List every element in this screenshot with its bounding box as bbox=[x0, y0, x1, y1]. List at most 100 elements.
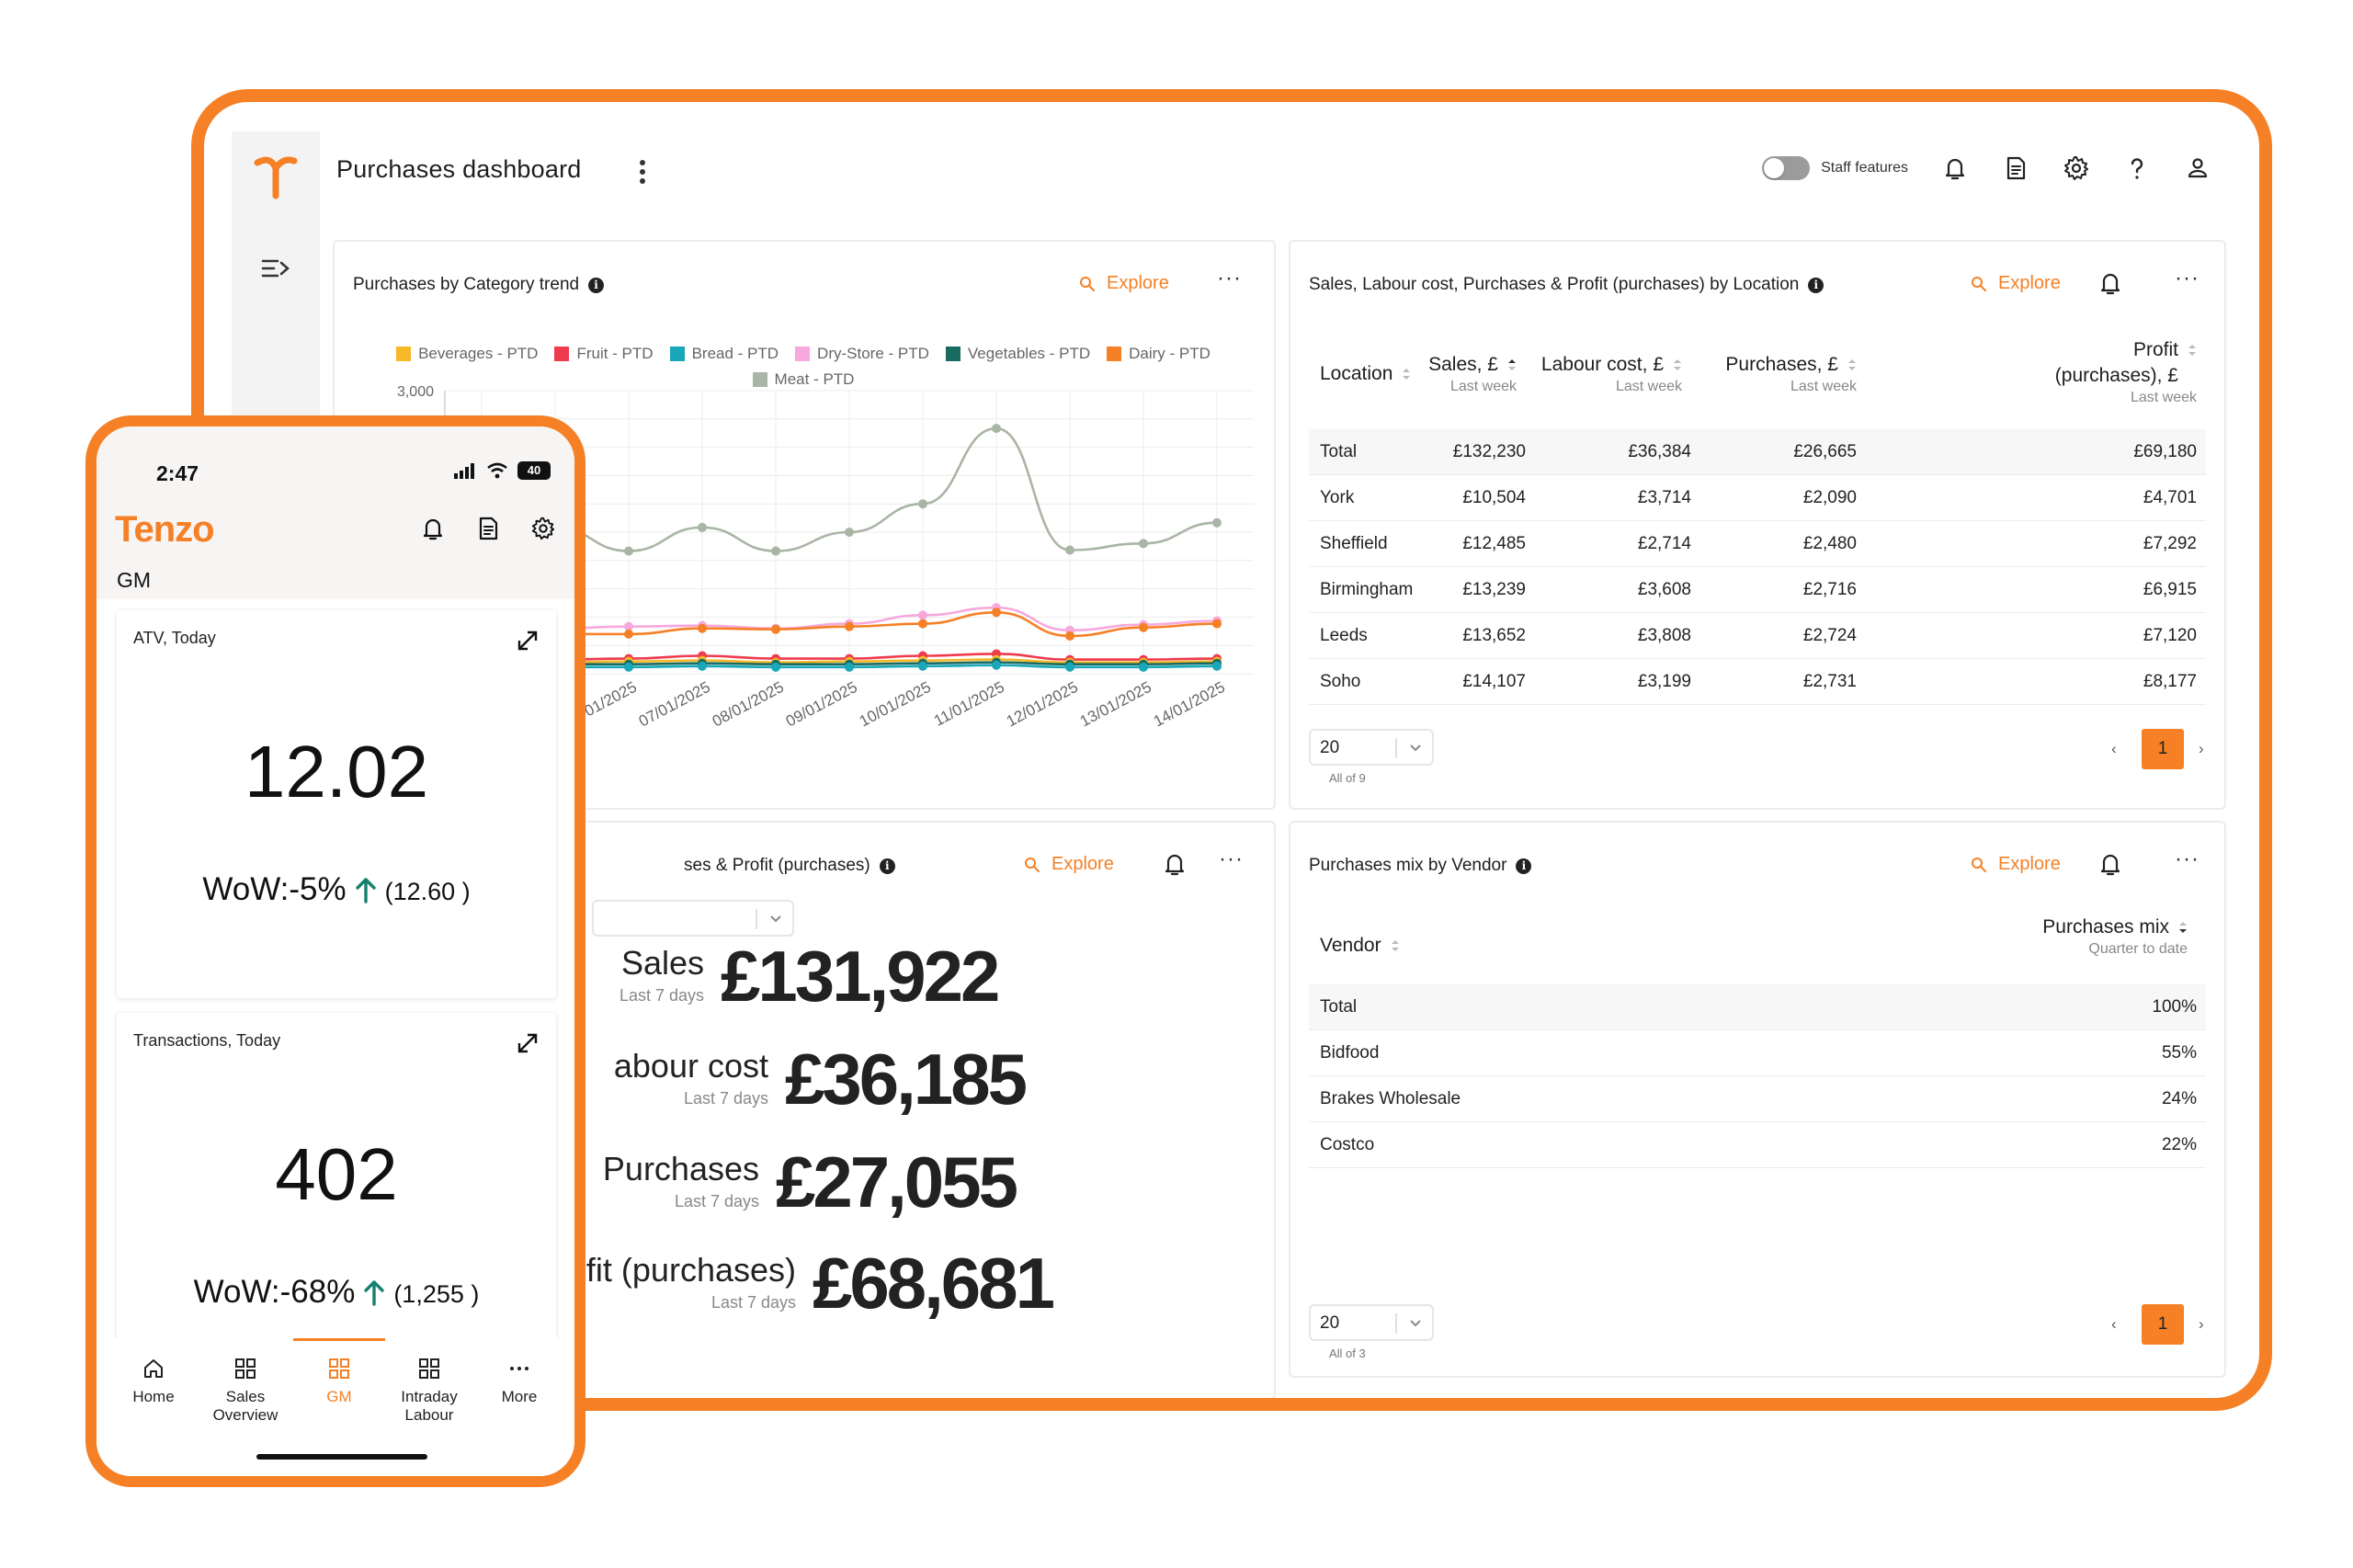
data-point bbox=[698, 661, 707, 671]
tenzo-logo-icon[interactable] bbox=[248, 148, 303, 203]
chevron-down-icon bbox=[770, 915, 781, 923]
explore-button[interactable]: Explore bbox=[1971, 273, 2061, 294]
legend-item[interactable]: Dry-Store - PTD bbox=[795, 345, 929, 363]
page-button-current[interactable]: 1 bbox=[2142, 729, 2184, 769]
card-more-icon[interactable]: ··· bbox=[1217, 266, 1242, 290]
nav-label: Intraday bbox=[401, 1388, 458, 1405]
table-cell: £4,701 bbox=[2143, 488, 2197, 507]
data-point bbox=[918, 661, 927, 671]
table-total-row[interactable]: Total 100% bbox=[1309, 984, 2206, 1030]
card-more-icon[interactable]: ··· bbox=[2175, 266, 2200, 290]
data-point bbox=[698, 623, 707, 633]
kpi-title-text: ses & Profit (purchases) bbox=[684, 856, 870, 875]
expand-icon[interactable] bbox=[516, 1031, 540, 1055]
data-point bbox=[1065, 631, 1074, 641]
nav-more[interactable]: More bbox=[473, 1357, 565, 1406]
legend-item[interactable]: Bread - PTD bbox=[669, 345, 779, 363]
info-icon[interactable]: i bbox=[1808, 277, 1824, 293]
bell-icon[interactable] bbox=[1941, 154, 1969, 182]
sort-icon[interactable] bbox=[1673, 358, 1682, 372]
info-icon[interactable]: i bbox=[588, 277, 605, 293]
expand-menu-icon[interactable] bbox=[259, 255, 292, 282]
x-tick-label: 08/01/2025 bbox=[710, 678, 787, 731]
table-row[interactable]: Bidfood 55% bbox=[1309, 1030, 2206, 1076]
atv-card[interactable]: ATV, Today 12.02 WoW:-5% (12.60 ) bbox=[117, 610, 556, 998]
page-menu-icon[interactable] bbox=[638, 159, 647, 185]
col-header-location[interactable]: Location bbox=[1320, 361, 1411, 387]
table-row[interactable]: Sheffield £12,485 £2,714 £2,480 £7,292 bbox=[1309, 521, 2206, 567]
card-more-icon[interactable]: ··· bbox=[1219, 846, 1244, 871]
sort-icon[interactable] bbox=[1507, 358, 1517, 372]
sort-icon[interactable] bbox=[2188, 343, 2197, 358]
col-header-labour[interactable]: Labour cost, £ Last week bbox=[1541, 352, 1682, 396]
sort-icon[interactable] bbox=[1391, 938, 1400, 953]
document-icon[interactable] bbox=[2002, 154, 2029, 182]
nav-gm[interactable]: GM bbox=[293, 1357, 385, 1406]
table-row[interactable]: Birmingham £13,239 £3,608 £2,716 £6,915 bbox=[1309, 567, 2206, 613]
table-row[interactable]: York £10,504 £3,714 £2,090 £4,701 bbox=[1309, 475, 2206, 521]
explore-button[interactable]: Explore bbox=[1971, 854, 2061, 875]
next-page-button[interactable]: › bbox=[2199, 740, 2204, 757]
table-cell: Costco bbox=[1320, 1135, 1375, 1154]
col-header-sub: Quarter to date bbox=[2088, 941, 2188, 957]
nav-home[interactable]: Home bbox=[108, 1357, 199, 1406]
table-row[interactable]: Soho £14,107 £3,199 £2,731 £8,177 bbox=[1309, 659, 2206, 705]
sort-icon[interactable] bbox=[2178, 920, 2188, 935]
expand-icon[interactable] bbox=[516, 629, 540, 653]
page-button-current[interactable]: 1 bbox=[2142, 1304, 2184, 1345]
explore-button[interactable]: Explore bbox=[1024, 854, 1114, 875]
col-header-vendor[interactable]: Vendor bbox=[1320, 933, 1400, 959]
card-more-icon[interactable]: ··· bbox=[2175, 846, 2200, 871]
legend-item[interactable]: Meat - PTD bbox=[752, 370, 854, 389]
period-select[interactable] bbox=[592, 900, 794, 937]
table-cell: £2,731 bbox=[1802, 672, 1857, 691]
table-row[interactable]: Brakes Wholesale 24% bbox=[1309, 1076, 2206, 1122]
bell-icon[interactable] bbox=[420, 515, 446, 542]
nav-sales-overview[interactable]: Sales Overview bbox=[199, 1357, 291, 1425]
staff-features-toggle[interactable] bbox=[1762, 156, 1811, 180]
info-icon[interactable]: i bbox=[879, 858, 895, 874]
nav-label: More bbox=[501, 1388, 538, 1405]
sort-icon[interactable] bbox=[1847, 358, 1857, 372]
home-indicator bbox=[256, 1454, 427, 1460]
info-icon[interactable]: i bbox=[1516, 858, 1532, 874]
transactions-wow-text: WoW:-68% bbox=[193, 1274, 356, 1310]
explore-button[interactable]: Explore bbox=[1079, 273, 1169, 294]
legend-item[interactable]: Fruit - PTD bbox=[554, 345, 654, 363]
data-point bbox=[845, 621, 854, 631]
prev-page-button[interactable]: ‹ bbox=[2111, 740, 2117, 757]
table-cell: £69,180 bbox=[2133, 442, 2197, 461]
help-icon[interactable] bbox=[2123, 154, 2151, 182]
data-point bbox=[624, 629, 633, 639]
prev-page-button[interactable]: ‹ bbox=[2111, 1315, 2117, 1333]
page-size-select[interactable]: 20 bbox=[1309, 729, 1434, 766]
alert-bell-icon[interactable] bbox=[1162, 850, 1188, 878]
col-header-purchases[interactable]: Purchases, £ Last week bbox=[1725, 352, 1857, 396]
user-account-icon[interactable] bbox=[2184, 154, 2211, 182]
col-header-sales[interactable]: Sales, £ Last week bbox=[1428, 352, 1517, 396]
settings-gear-icon[interactable] bbox=[2063, 154, 2090, 182]
transactions-card[interactable]: Transactions, Today 402 WoW:-68% (1,255 … bbox=[117, 1013, 556, 1381]
settings-gear-icon[interactable] bbox=[530, 515, 556, 542]
table-cell: £14,107 bbox=[1462, 672, 1526, 691]
nav-intraday-labour[interactable]: Intraday Labour bbox=[383, 1357, 475, 1425]
legend-item[interactable]: Beverages - PTD bbox=[396, 345, 538, 363]
wifi-icon bbox=[487, 462, 507, 479]
alert-bell-icon[interactable] bbox=[2097, 269, 2123, 297]
table-total-row[interactable]: Total £132,230 £36,384 £26,665 £69,180 bbox=[1309, 429, 2206, 475]
col-header-profit[interactable]: Profit (purchases), £ Last week bbox=[2055, 337, 2197, 407]
table-row[interactable]: Costco 22% bbox=[1309, 1122, 2206, 1168]
legend-item[interactable]: Dairy - PTD bbox=[1107, 345, 1211, 363]
table-row[interactable]: Leeds £13,652 £3,808 £2,724 £7,120 bbox=[1309, 613, 2206, 659]
sort-icon[interactable] bbox=[1402, 367, 1411, 381]
legend-item[interactable]: Vegetables - PTD bbox=[945, 345, 1090, 363]
col-header-purchases-mix[interactable]: Purchases mix Quarter to date bbox=[2042, 915, 2188, 959]
alert-bell-icon[interactable] bbox=[2097, 850, 2123, 878]
document-icon[interactable] bbox=[475, 515, 501, 542]
table-cell: £36,384 bbox=[1628, 442, 1691, 461]
data-point bbox=[1212, 619, 1222, 629]
kpi-value-profit: £68,681 bbox=[813, 1243, 1055, 1324]
next-page-button[interactable]: › bbox=[2199, 1315, 2204, 1333]
page-size-select[interactable]: 20 bbox=[1309, 1304, 1434, 1341]
kpi-label-purchases: Purchases bbox=[602, 1150, 759, 1187]
